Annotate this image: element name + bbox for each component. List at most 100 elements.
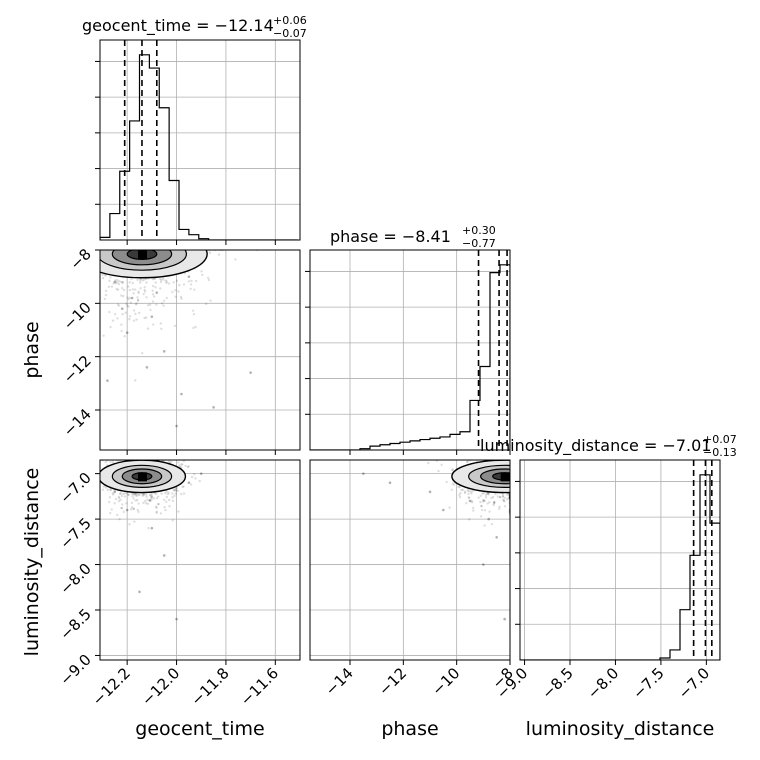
scatter-point (143, 290, 147, 293)
scatter-point (482, 563, 485, 566)
scatter-point (194, 325, 197, 329)
scatter-point (157, 428, 159, 430)
scatter-point (102, 435, 104, 437)
scatter-point (128, 315, 132, 318)
scatter-point (165, 451, 167, 453)
scatter-point (111, 492, 114, 495)
scatter-point (192, 313, 196, 316)
scatter-point (503, 505, 507, 508)
scatter-point (142, 292, 145, 296)
scatter-point (93, 493, 95, 495)
scatter-point (171, 492, 174, 495)
scatter-point (501, 498, 505, 502)
scatter-point (177, 510, 180, 513)
scatter-point (476, 454, 478, 456)
scatter-point (169, 460, 173, 464)
scatter-point (122, 294, 125, 298)
title-geocent-time-text: geocent_time = −12.14 (82, 16, 274, 36)
scatter-point (137, 291, 140, 295)
scatter-point (493, 501, 496, 504)
panel-frame (309, 249, 511, 451)
scatter-point (479, 494, 482, 498)
scatter-point (151, 289, 154, 292)
scatter-point (162, 498, 166, 501)
scatter-point (141, 494, 144, 497)
scatter-phase-luminosity-distance (362, 421, 511, 621)
scatter-point (177, 290, 180, 293)
scatter-point (112, 493, 115, 496)
scatter-point (132, 507, 135, 510)
scatter-point (88, 249, 90, 251)
scatter-point (176, 489, 179, 493)
scatter-point (128, 523, 131, 526)
scatter-point (135, 457, 137, 459)
scatter-point (146, 454, 148, 456)
scatter-point (128, 317, 131, 321)
scatter-point (148, 499, 152, 503)
scatter-point (160, 452, 162, 454)
panel-phase-vs-geocent-time: −14 −12 −10 −8 (60, 245, 301, 455)
scatter-point (509, 457, 511, 459)
scatter-point (131, 288, 135, 291)
scatter-point (168, 498, 171, 502)
scatter-point (189, 283, 193, 286)
scatter-point (132, 507, 135, 511)
scatter-point (158, 457, 160, 459)
scatter-point (217, 253, 221, 256)
scatter-point (146, 327, 150, 330)
scatter-point (472, 452, 474, 454)
scatter-point (458, 495, 462, 499)
scatter-point (437, 469, 440, 473)
panel-frame (99, 39, 301, 241)
scatter-point (179, 295, 183, 299)
y-tick-label-luminosity-distance: −7.5 (56, 514, 94, 552)
scatter-point (120, 294, 123, 297)
scatter-point (470, 500, 474, 504)
title-phase-plus: +0.30 (462, 224, 496, 237)
scatter-point (132, 442, 134, 444)
scatter-point (208, 251, 212, 254)
scatter-point (181, 463, 184, 466)
scatter-point (145, 493, 148, 496)
scatter-point (509, 455, 511, 457)
y-axis-label-phase: phase (21, 321, 43, 378)
scatter-point (114, 497, 118, 501)
scatter-point (174, 295, 177, 298)
scatter-point (106, 379, 109, 382)
scatter-point (142, 456, 144, 458)
scatter-point (151, 284, 155, 288)
scatter-point (151, 433, 153, 435)
x-tick-label-phase: −14 (322, 664, 357, 699)
scatter-point (109, 276, 112, 279)
scatter-point (142, 501, 145, 505)
scatter-point (135, 456, 137, 458)
scatter-point (111, 319, 115, 322)
scatter-point (191, 309, 195, 312)
scatter-point (507, 456, 509, 458)
scatter-point (505, 457, 507, 459)
scatter-point (129, 443, 131, 445)
scatter-point (123, 492, 126, 495)
scatter-point (503, 617, 506, 621)
scatter-point (451, 468, 454, 472)
scatter-point (165, 280, 168, 283)
scatter-point (454, 455, 456, 457)
scatter-point (117, 304, 121, 307)
histogram-geocent-time (100, 54, 298, 240)
scatter-point (143, 499, 147, 503)
scatter-point (492, 421, 494, 423)
scatter-point (144, 502, 148, 505)
scatter-point (509, 455, 511, 457)
scatter-point (149, 493, 152, 497)
scatter-point (182, 283, 186, 286)
panel-luminosity-distance-vs-geocent-time: −9.0 −8.5 −8.0 −7.5 −7.0 −12.2 −12.0 −11.8 −11.6 (56, 428, 301, 709)
x-tick-label-geocent-time: −11.8 (188, 664, 233, 709)
scatter-point (129, 301, 133, 304)
scatter-point (132, 446, 134, 448)
scatter-point (501, 492, 505, 496)
scatter-point (469, 451, 471, 453)
scatter-point (473, 452, 475, 454)
scatter-point (125, 331, 129, 334)
scatter-point (144, 455, 146, 457)
scatter-point (108, 500, 111, 504)
